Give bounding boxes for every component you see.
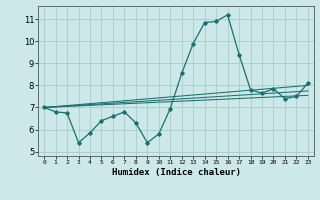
- X-axis label: Humidex (Indice chaleur): Humidex (Indice chaleur): [111, 168, 241, 177]
